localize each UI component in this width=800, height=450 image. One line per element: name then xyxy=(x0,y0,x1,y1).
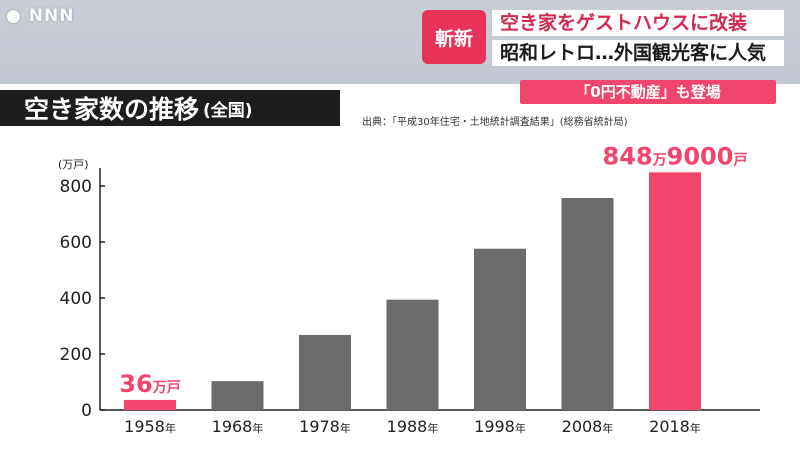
bar-2 xyxy=(299,334,351,410)
x-tick-label: 2008年 xyxy=(562,417,614,436)
data-label-6: 848万9000戸 xyxy=(603,142,748,170)
bar-1 xyxy=(211,381,264,410)
x-tick-label: 1978年 xyxy=(299,417,351,436)
ticker-badge: 斬新 xyxy=(422,10,486,64)
bar-5 xyxy=(561,198,614,410)
watermark-text: NNN xyxy=(28,6,75,26)
ticker-subline: 「0円不動産」も登場 xyxy=(520,80,776,104)
x-tick-label: 1998年 xyxy=(474,417,526,436)
news-ticker: 斬新 空き家をゲストハウスに改装 昭和レトロ…外国観光客に人気 「0円不動産」も… xyxy=(422,10,784,108)
x-tick-label: 1988年 xyxy=(387,417,439,436)
data-label-0: 36万戸 xyxy=(119,370,180,398)
y-tick-label: 400 xyxy=(60,289,92,309)
chart-subtitle: (全国) xyxy=(203,100,253,121)
chart-title-bar: 空き家数の推移 (全国) xyxy=(0,90,340,126)
y-tick-label: 0 xyxy=(81,401,92,421)
nnn-watermark: ● NNN xyxy=(6,6,75,26)
bar-3 xyxy=(386,299,439,410)
x-tick-label: 1968年 xyxy=(212,417,264,436)
x-tick-label: 2018年 xyxy=(649,417,701,436)
ticker-headline-1: 空き家をゲストハウスに改装 xyxy=(492,10,784,36)
y-tick-label: 600 xyxy=(60,233,92,253)
bar-6 xyxy=(649,172,701,410)
chart-title: 空き家数の推移 xyxy=(24,95,200,124)
chart-source: 出典：「平成30年住宅・土地統計調査結果」(総務省統計局) xyxy=(362,117,628,128)
y-unit-label: (万戸) xyxy=(58,158,89,171)
x-tick-label: 1958年 xyxy=(124,417,176,436)
bar-4 xyxy=(474,248,526,410)
bar-0 xyxy=(124,399,176,410)
y-tick-label: 800 xyxy=(60,177,92,197)
ticker-headline-2: 昭和レトロ…外国観光客に人気 xyxy=(492,40,784,66)
y-tick-label: 200 xyxy=(60,345,92,365)
